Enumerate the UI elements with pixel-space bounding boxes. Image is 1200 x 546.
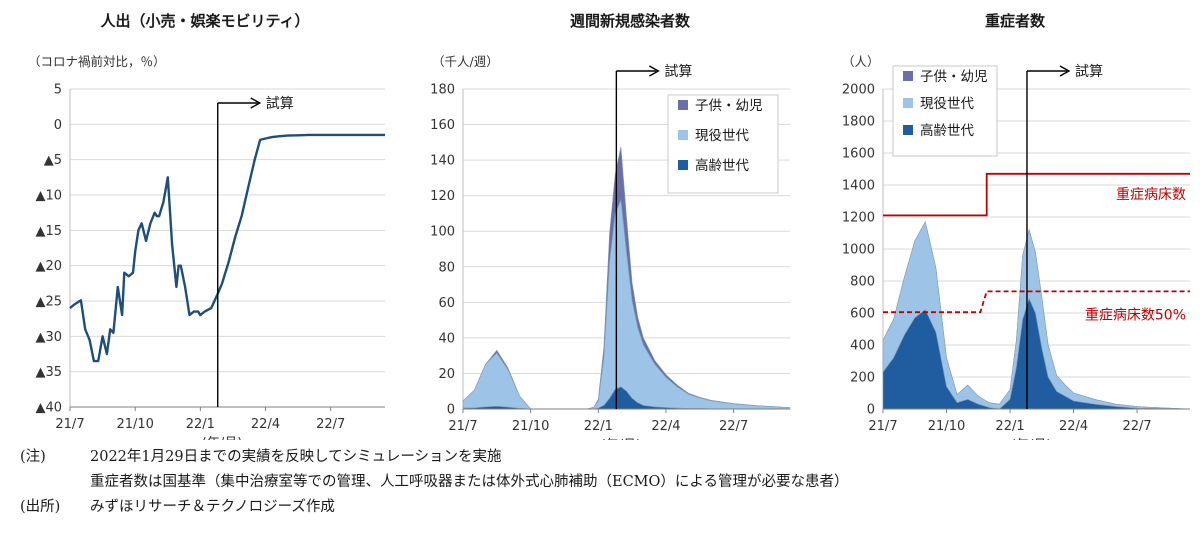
note-text: 2022年1月29日までの実績を反映してシミュレーションを実施 [90, 449, 502, 465]
y-tick-label: 100 [430, 225, 455, 240]
y-tick-label: ▲20 [35, 259, 62, 274]
y-tick-label: 140 [430, 154, 455, 169]
y-tick-label: 600 [850, 307, 875, 322]
legend-swatch [903, 71, 913, 81]
legend-label: 高齢世代 [920, 122, 974, 139]
legend-label: 現役世代 [920, 96, 974, 112]
legend-swatch [903, 125, 913, 135]
note-tag: (注) [20, 449, 46, 465]
y-axis-label: （コロナ禍前対比，％） [28, 54, 166, 69]
x-axis-label: (年/月) [1011, 438, 1052, 440]
y-tick-label: 20 [438, 367, 455, 382]
note-row: (出所) みずほリサーチ＆テクノロジーズ作成 [20, 495, 848, 520]
legend-label: 子供・幼児 [695, 98, 763, 114]
y-axis-label: （千人/週） [432, 54, 499, 69]
y-tick-label: 800 [850, 275, 875, 290]
y-tick-label: ▲25 [35, 295, 62, 310]
x-tick-label: 21/7 [448, 419, 477, 434]
y-tick-label: 40 [438, 331, 455, 346]
x-tick-label: 21/7 [55, 417, 84, 432]
y-tick-label: 0 [867, 403, 875, 418]
x-tick-label: 22/7 [316, 417, 345, 432]
chart-title: 人出（小売・娯楽モビリティ） [100, 12, 309, 30]
legend-label: 子供・幼児 [920, 69, 988, 85]
y-tick-label: 1800 [842, 115, 875, 130]
forecast-label: 試算 [266, 96, 294, 112]
forecast-label: 試算 [664, 64, 692, 80]
reference-line-label: 重症病床数50% [1085, 307, 1186, 323]
mobility-line [69, 133, 385, 363]
y-tick-label: 120 [430, 189, 455, 204]
x-tick-label: 21/10 [928, 419, 965, 434]
legend-swatch [678, 130, 688, 140]
y-tick-label: 1200 [842, 211, 875, 226]
y-tick-label: 180 [430, 83, 455, 98]
x-tick-label: 21/7 [868, 419, 897, 434]
forecast-arrow-head [250, 97, 262, 109]
legend-swatch [903, 98, 913, 108]
forecast-label: 試算 [1075, 64, 1103, 80]
reference-line [883, 290, 1190, 314]
y-tick-label: 60 [438, 296, 455, 311]
y-tick-label: ▲40 [35, 401, 62, 416]
y-tick-label: 5 [54, 83, 62, 98]
y-tick-label: 1000 [842, 243, 875, 258]
chart-title: 重症者数 [985, 12, 1046, 30]
x-tick-label: 22/1 [584, 419, 613, 434]
y-tick-label: ▲35 [35, 365, 62, 380]
x-tick-label: 22/4 [251, 417, 280, 432]
y-tick-label: 80 [438, 260, 455, 275]
x-axis-label: (年/月) [601, 438, 642, 440]
x-axis-label: (年/月) [202, 436, 243, 440]
x-tick-label: 22/1 [995, 419, 1024, 434]
legend-box [667, 94, 779, 194]
reference-line-label: 重症病床数 [1116, 187, 1186, 203]
note-text: 重症者数は国基準（集中治療室等での管理、人工呼吸器または体外式心肺補助（ECMO… [90, 474, 849, 490]
y-tick-label: 200 [850, 371, 875, 386]
y-tick-label: 400 [850, 339, 875, 354]
y-tick-label: ▲5 [44, 153, 62, 168]
x-tick-label: 22/7 [1122, 419, 1151, 434]
note-tag: (出所) [20, 499, 61, 515]
y-tick-label: 1600 [842, 147, 875, 162]
x-tick-label: 21/10 [116, 417, 153, 432]
y-tick-label: 160 [430, 118, 455, 133]
forecast-arrow-head [649, 65, 660, 77]
x-tick-label: 22/7 [719, 419, 748, 434]
y-axis-label: （人） [842, 54, 880, 69]
reference-line [883, 172, 1190, 217]
legend-swatch [678, 160, 688, 170]
chart-title: 週間新規感染者数 [570, 12, 691, 30]
y-tick-label: 0 [447, 403, 455, 418]
note-text: みずほリサーチ＆テクノロジーズ作成 [90, 499, 335, 515]
notes: (注) 2022年1月29日までの実績を反映してシミュレーションを実施 重症者数… [20, 445, 848, 520]
y-tick-label: ▲30 [35, 330, 62, 345]
note-row: 重症者数は国基準（集中治療室等での管理、人工呼吸器または体外式心肺補助（ECMO… [20, 470, 848, 495]
legend-label: 高齢世代 [695, 157, 749, 174]
note-tag [20, 470, 90, 495]
x-tick-label: 22/4 [651, 419, 680, 434]
forecast-arrow-head [1059, 65, 1071, 77]
note-row: (注) 2022年1月29日までの実績を反映してシミュレーションを実施 [20, 445, 848, 470]
y-tick-label: ▲15 [35, 224, 62, 239]
y-tick-label: 0 [54, 118, 62, 133]
y-tick-label: ▲10 [35, 189, 62, 204]
legend-swatch [678, 100, 688, 110]
x-tick-label: 22/4 [1059, 419, 1088, 434]
x-tick-label: 22/1 [186, 417, 215, 432]
legend-label: 現役世代 [695, 128, 749, 144]
x-tick-label: 21/10 [512, 419, 549, 434]
y-tick-label: 2000 [842, 83, 875, 98]
charts-canvas: 人出（小売・娯楽モビリティ） （コロナ禍前対比，％） 5 0 ▲5 ▲10 ▲15 ▲20 ▲2… [28, 12, 1191, 440]
y-tick-label: 1400 [842, 179, 875, 194]
